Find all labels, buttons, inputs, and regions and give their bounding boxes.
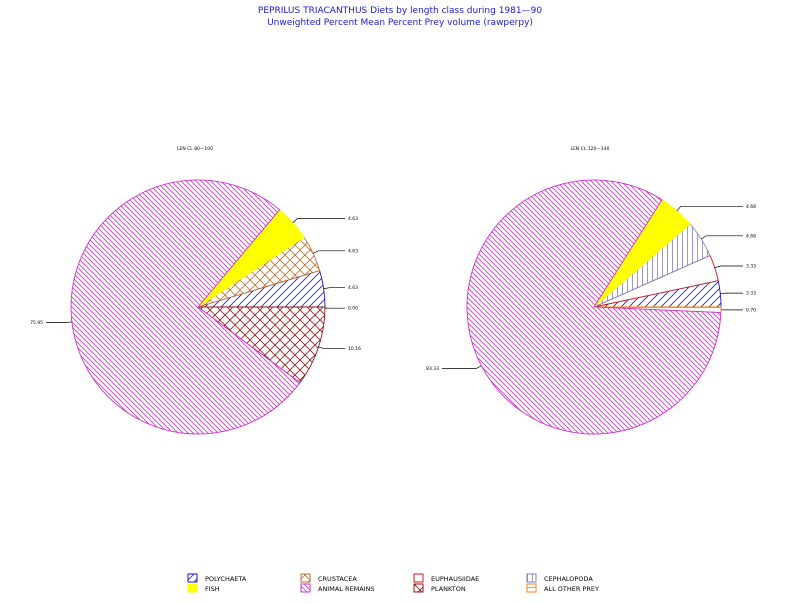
legend-item-plankton: PLANKTON (414, 584, 466, 593)
legend-item-polychaeta: POLYCHAETA (188, 574, 247, 583)
legend-item-crustacea: CRUSTACEA (301, 574, 357, 583)
leader-line (293, 219, 345, 223)
leader-line (324, 288, 345, 289)
leader-line (677, 206, 743, 211)
legend-swatch (414, 584, 423, 592)
legend-swatch (301, 584, 310, 592)
leader-line (442, 366, 481, 369)
pie-title: LEN CL 120—140 (571, 146, 610, 152)
leader-line (319, 347, 345, 349)
legend-swatch (527, 574, 536, 582)
legend-swatch (301, 574, 310, 582)
leader-line (701, 236, 743, 239)
legend-item-euphausiidae: EUPHAUSIIDAE (414, 574, 479, 583)
data-label-animal_remains: 83.33 (426, 366, 439, 372)
legend-label: CRUSTACEA (318, 575, 357, 583)
pie-title: LEN CL 80—100 (177, 146, 213, 152)
legend-swatch (527, 584, 536, 592)
legend-label: PLANKTON (431, 585, 466, 593)
legend-label: EUPHAUSIIDAE (431, 575, 479, 583)
legend-item-animal_remains: ANIMAL REMAINS (301, 584, 375, 593)
data-label-crustacea: 4.63 (348, 248, 358, 254)
data-label-fish: 4.68 (746, 204, 756, 210)
legend: POLYCHAETA CRUSTACEA EUPHAUSIIDAE CEPHALOPO… (188, 574, 599, 593)
legend-label: ANIMAL REMAINS (318, 585, 375, 593)
legend-label: CEPHALOPODA (544, 575, 593, 583)
pie-chart-1: LEN CL 80—100 4.63 4.63 4.63 0.00 10.16 75.95 (30, 146, 361, 434)
data-label-all_other_prey: 0.70 (746, 307, 756, 313)
data-label-euphausiidae: 3.33 (746, 263, 756, 269)
leader-line (313, 251, 345, 254)
data-label-polychaeta: 3.33 (746, 291, 756, 297)
data-label-all_other_prey: 0.00 (348, 306, 358, 312)
legend-label: POLYCHAETA (205, 575, 247, 583)
leader-line (46, 322, 72, 323)
chart-title: PEPRILUS TRIACANTHUS Diets by length cla… (258, 6, 542, 16)
data-label-plankton: 10.16 (348, 346, 361, 352)
data-label-cephalopoda: 4.68 (746, 233, 756, 239)
data-label-polychaeta: 4.63 (348, 285, 358, 291)
leader-line (720, 293, 743, 294)
pie-chart-2: LEN CL 120—140 3.33 3.33 4.68 4.68 0.70 83.33 (426, 146, 756, 434)
legend-item-all_other_prey: ALL OTHER PREY (527, 584, 599, 593)
pies-group: LEN CL 80—1004.634.634.630.0010.1675.95L… (30, 146, 756, 434)
chart-subtitle: Unweighted Percent Mean Percent Prey vol… (267, 18, 533, 28)
legend-label: ALL OTHER PREY (544, 585, 599, 593)
legend-swatch (188, 574, 197, 582)
legend-swatch (188, 584, 197, 592)
legend-swatch (414, 574, 423, 582)
data-label-animal_remains: 75.95 (30, 320, 43, 326)
legend-item-fish: FISH (188, 584, 220, 593)
leader-line (715, 266, 743, 268)
legend-label: FISH (205, 585, 220, 593)
data-label-fish: 4.63 (348, 216, 358, 222)
legend-item-cephalopoda: CEPHALOPODA (527, 574, 593, 583)
